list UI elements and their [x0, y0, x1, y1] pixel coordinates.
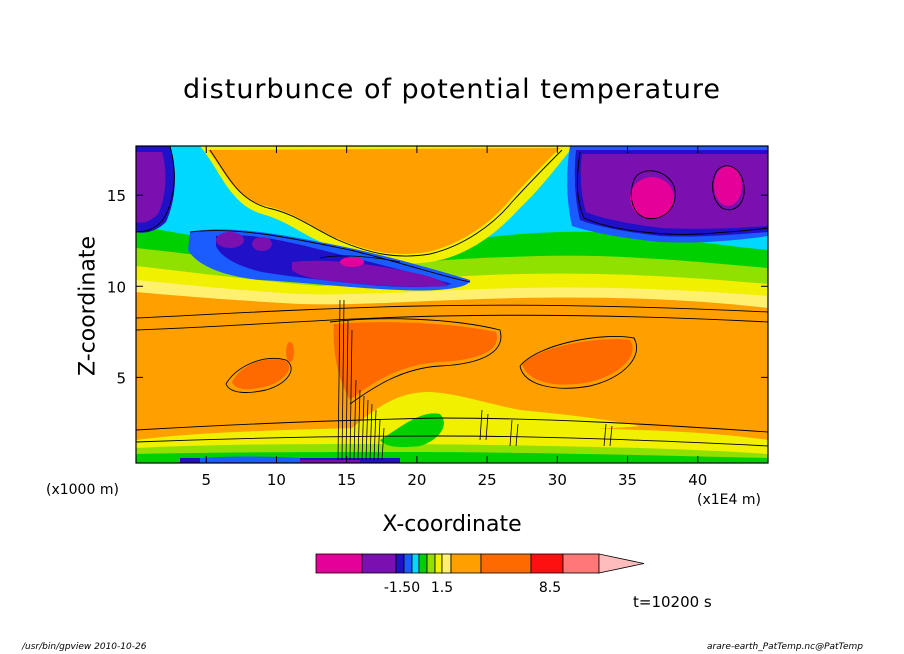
- colorbar-label-0: -1.50: [384, 580, 420, 596]
- y-tick-label-0: 5: [116, 369, 126, 387]
- colorbar-segment-8: [441, 553, 452, 574]
- footer-file-variable: arare-earth_PatTemp.nc@PatTemp: [707, 642, 863, 652]
- colorbar-label-2: 8.5: [539, 580, 561, 596]
- colorbar-segment-9: [450, 553, 482, 574]
- colorbar-segment-0: [315, 553, 363, 574]
- colorbar-segment-7: [434, 553, 443, 574]
- colorbar-segment-12: [562, 553, 600, 574]
- x-tick-label-6: 35: [618, 471, 637, 489]
- colorbar: -1.50 1.5 8.5: [315, 553, 645, 596]
- colorbar-segment-2: [395, 553, 405, 574]
- colorbar-segment-10: [480, 553, 532, 574]
- chart-title: disturbunce of potential temperature: [183, 74, 721, 105]
- colorbar-extend-arrow: [598, 553, 645, 574]
- axis-ticks: 5 10 15 20 25 30 35 40 5 10 15: [107, 146, 768, 489]
- colorbar-segment-3: [403, 553, 413, 574]
- y-axis-label: Z-coordinate: [75, 236, 101, 376]
- x-tick-label-1: 10: [267, 471, 286, 489]
- x-tick-label-7: 40: [688, 471, 707, 489]
- x-axis-label: X-coordinate: [382, 512, 522, 537]
- x-tick-label-2: 15: [337, 471, 356, 489]
- y-tick-label-1: 10: [107, 278, 126, 296]
- colorbar-label-1: 1.5: [431, 580, 453, 596]
- x-tick-label-0: 5: [201, 471, 211, 489]
- time-annotation: t=10200 s: [633, 593, 712, 611]
- colorbar-segment-1: [361, 553, 397, 574]
- contour-field: [136, 146, 768, 463]
- x-tick-label-5: 30: [548, 471, 567, 489]
- y-axis-unit: (x1000 m): [46, 482, 119, 498]
- plot-frame: [135, 145, 769, 464]
- x-tick-label-4: 25: [478, 471, 497, 489]
- y-tick-label-2: 15: [107, 187, 126, 205]
- x-axis-unit: (x1E4 m): [697, 492, 761, 508]
- colorbar-segment-11: [530, 553, 564, 574]
- colorbar-segment-4: [411, 553, 420, 574]
- colorbar-segment-6: [426, 553, 436, 574]
- colorbar-segment-5: [418, 553, 428, 574]
- x-tick-label-3: 20: [407, 471, 426, 489]
- footer-program-date: /usr/bin/gpview 2010-10-26: [22, 642, 147, 652]
